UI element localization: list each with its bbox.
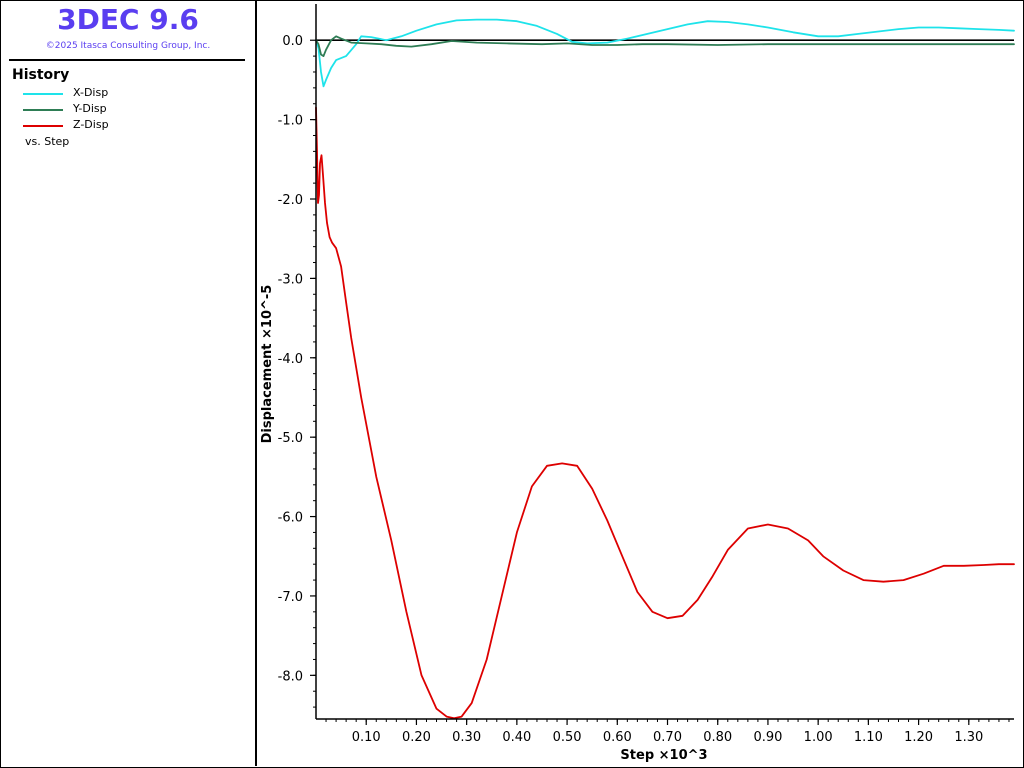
y-axis-title: Displacement ×10^-5	[260, 285, 275, 444]
history-heading: History	[12, 67, 70, 83]
x-tick-label: 1.20	[904, 730, 933, 745]
x-axis-title: Step ×10^3	[620, 748, 707, 763]
x-tick-label: 0.70	[653, 730, 682, 745]
x-tick-label: 0.50	[553, 730, 582, 745]
legend-label-x-disp: X-Disp	[73, 86, 109, 99]
y-tick-label: -6.0	[278, 511, 303, 526]
series-line-z-disp	[315, 106, 1015, 720]
legend-label-z-disp: Z-Disp	[73, 118, 109, 131]
x-tick-label: 1.10	[854, 730, 883, 745]
x-tick-label: 1.00	[804, 730, 833, 745]
y-tick-label: -1.0	[278, 114, 303, 129]
series-line-y-disp	[315, 35, 1015, 57]
axis-layer	[310, 4, 1014, 725]
x-tick-label: 0.80	[703, 730, 732, 745]
panel-divider	[9, 59, 245, 61]
y-tick-label: 0.0	[282, 34, 303, 49]
y-tick-label: -8.0	[278, 669, 303, 684]
vs-step-label: vs. Step	[25, 135, 70, 148]
label-layer: 0.10 0.20 0.30 0.40 0.50 0.60 0.70 0.80 0.90 1.00…	[260, 34, 983, 763]
legend-swatch-x-disp	[23, 93, 63, 95]
history-panel: 3DEC 9.6 ©2025 Itasca Consulting Group, …	[1, 1, 257, 766]
series-layer	[315, 18, 1015, 720]
x-tick-label: 0.40	[502, 730, 531, 745]
y-tick-label: -4.0	[278, 352, 303, 367]
app-title: 3DEC 9.6	[57, 3, 199, 36]
legend-swatch-z-disp	[23, 125, 63, 127]
x-tick-label: 0.10	[352, 730, 381, 745]
x-tick-label: 1.30	[954, 730, 983, 745]
series-line-x-disp	[315, 18, 1015, 88]
legend-swatch-y-disp	[23, 109, 63, 111]
x-tick-label: 0.60	[603, 730, 632, 745]
y-tick-label: -5.0	[278, 431, 303, 446]
y-tick-label: -2.0	[278, 193, 303, 208]
y-tick-label: -7.0	[278, 590, 303, 605]
x-tick-label: 0.30	[452, 730, 481, 745]
x-tick-label: 0.20	[402, 730, 431, 745]
y-tick-label: -3.0	[278, 272, 303, 287]
legend-label-y-disp: Y-Disp	[73, 102, 107, 115]
x-tick-label: 0.90	[753, 730, 782, 745]
copyright-text: ©2025 Itasca Consulting Group, Inc.	[45, 41, 211, 51]
